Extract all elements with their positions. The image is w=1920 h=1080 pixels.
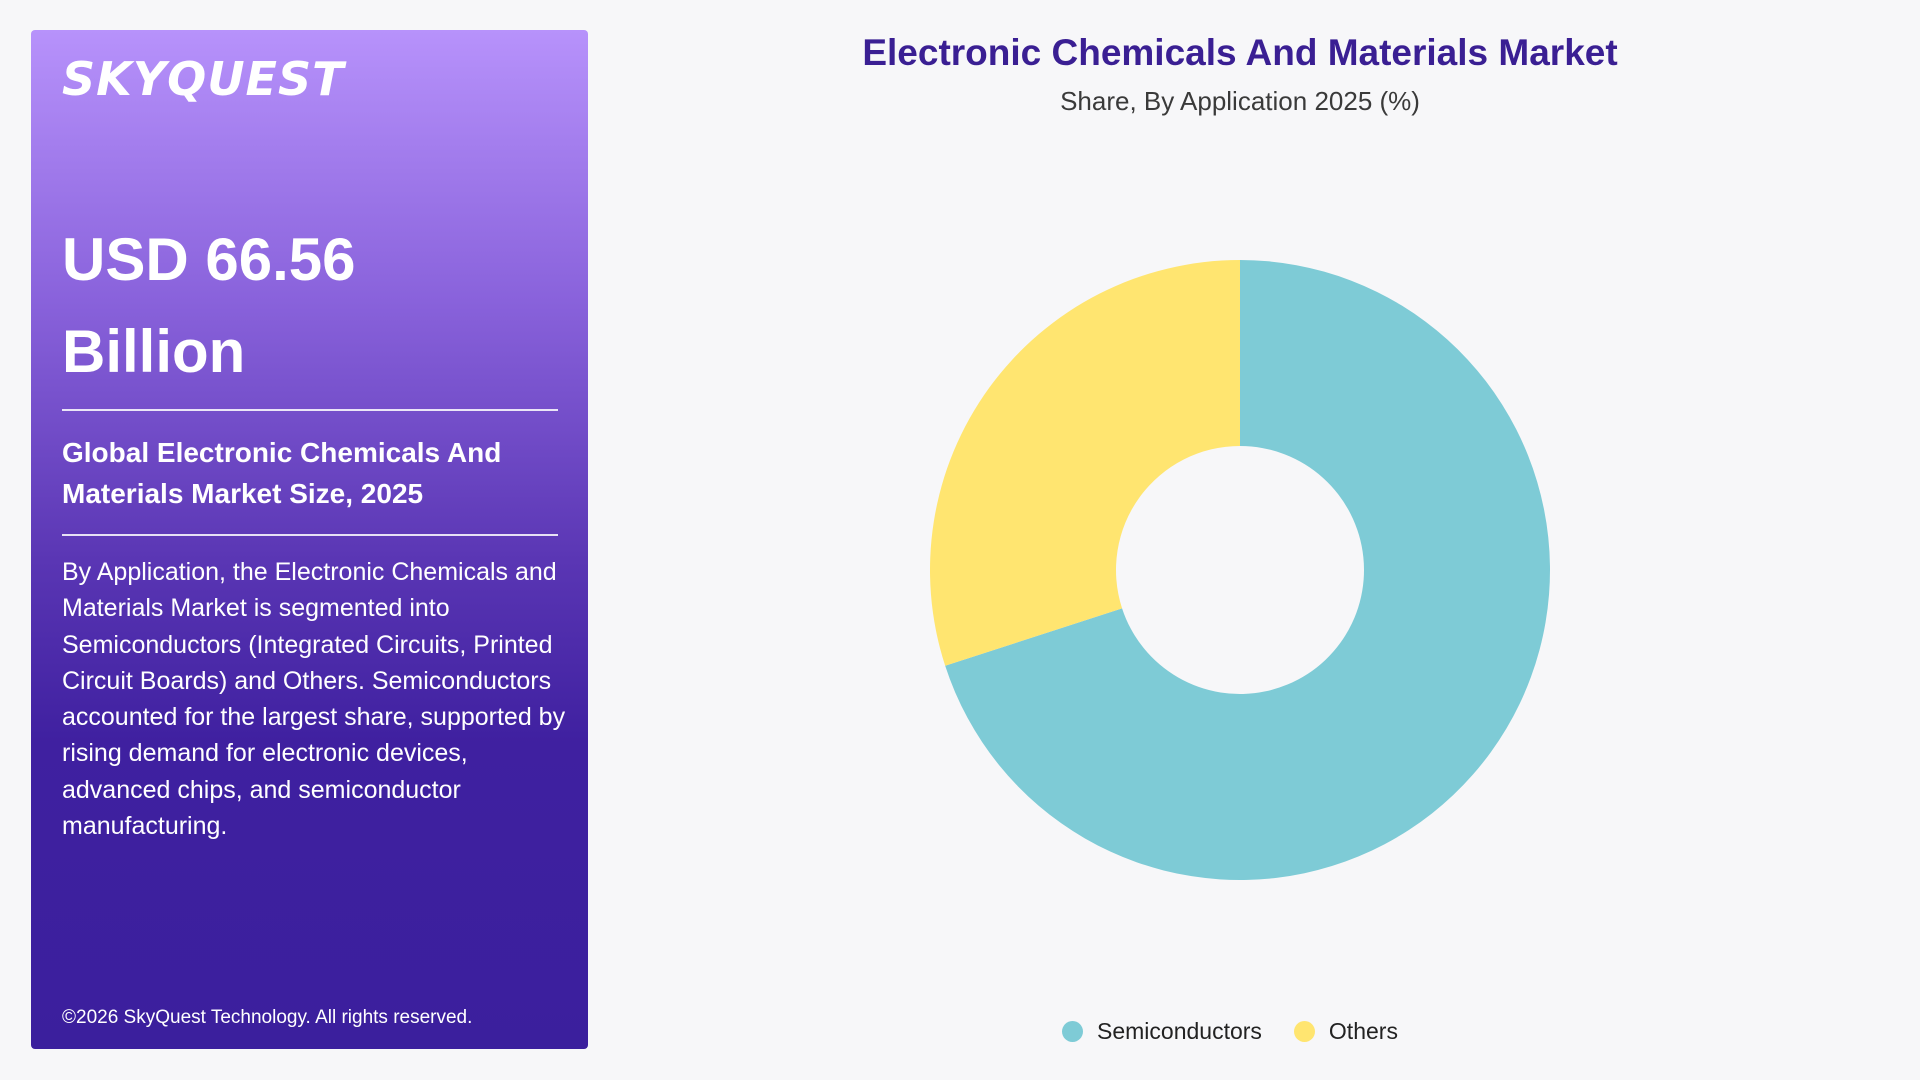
market-value: USD 66.56 Billion (62, 214, 542, 398)
divider (62, 409, 558, 411)
legend-item-semiconductors: Semiconductors (1062, 1018, 1262, 1045)
donut-slice-others (930, 260, 1240, 666)
donut-slice-semiconductors (945, 260, 1550, 880)
donut-chart (930, 260, 1550, 880)
legend-label: Others (1328, 1018, 1398, 1044)
divider (62, 534, 558, 536)
legend-swatch (1293, 1021, 1315, 1042)
market-size-label: Global Electronic Chemicals And Material… (62, 437, 502, 509)
legend-swatch (1062, 1021, 1083, 1042)
chart-legend: Semiconductors Others (1062, 1018, 1430, 1045)
chart-subtitle: Share, By Application 2025 (%) (1060, 86, 1420, 116)
summary-panel: SKYQUEST USD 66.56 Billion Global Electr… (31, 30, 588, 1049)
legend-item-others: Others (1293, 1018, 1398, 1045)
copyright-notice: ©2026 SkyQuest Technology. All rights re… (62, 1007, 473, 1028)
segment-description: By Application, the Electronic Chemicals… (62, 558, 566, 841)
skyquest-logo: SKYQUEST (62, 52, 345, 106)
chart-title: Electronic Chemicals And Materials Marke… (862, 32, 1618, 73)
legend-label: Semiconductors (1097, 1018, 1262, 1044)
market-value-amount: USD 66.56 (62, 226, 356, 293)
market-value-unit: Billion (62, 318, 246, 385)
